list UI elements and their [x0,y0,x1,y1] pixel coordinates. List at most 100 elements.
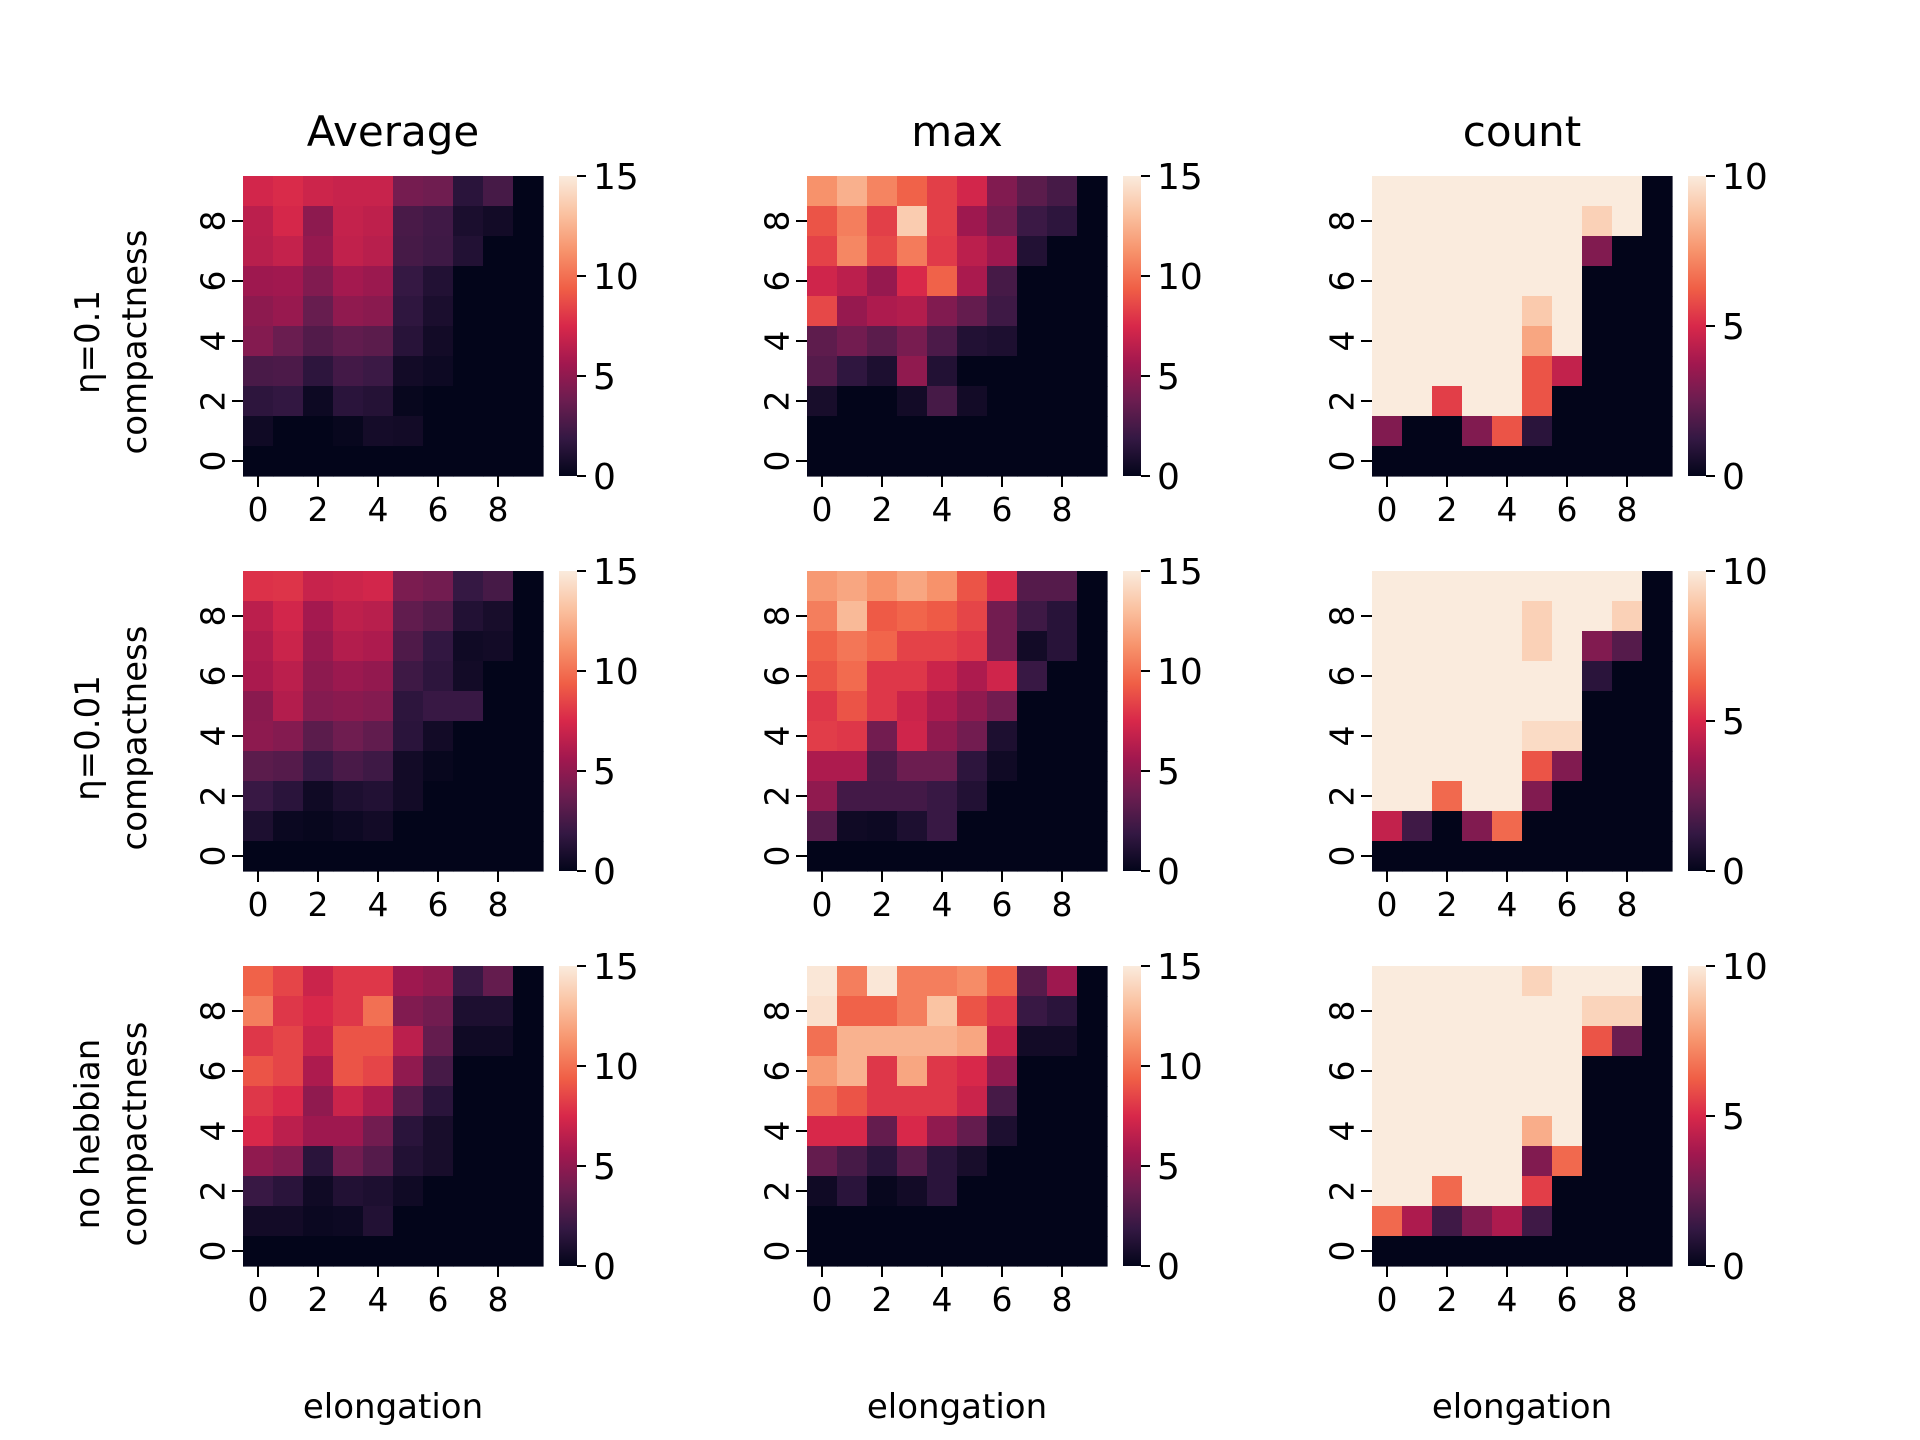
heatmap-cell [927,1086,958,1117]
heatmap-cell [273,416,304,447]
heatmap-cell [1432,1206,1463,1237]
heatmap-cell [1047,751,1078,782]
heatmap-cell [897,966,928,997]
heatmap-cell [423,1236,454,1267]
colorbar-tick-label: 5 [1722,702,1745,743]
heatmap-cell [393,1056,424,1087]
heatmap-cell [957,811,988,842]
heatmap-cell [1492,781,1523,812]
heatmap-cell [1047,266,1078,297]
heatmap-cell [363,206,394,237]
heatmap-cell [1552,1176,1583,1207]
heatmap-cell [927,781,958,812]
heatmap-cell [1492,996,1523,1027]
heatmap-cell [303,176,334,207]
heatmap-cell [1642,721,1673,752]
heatmap-cell [423,236,454,267]
heatmap-cell [273,176,304,207]
heatmap-cell [273,1176,304,1207]
heatmap-cell [1522,266,1553,297]
heatmap-cell [513,721,544,752]
heatmap-cell [1642,1116,1673,1147]
heatmap-cell [273,206,304,237]
heatmap-cell [927,266,958,297]
heatmap-cell [987,691,1018,722]
heatmap-cell [1077,356,1108,387]
heatmap-cell [513,446,544,477]
heatmap-cell [1612,996,1643,1027]
heatmap-cell [1047,721,1078,752]
heatmap-cell [1552,386,1583,417]
heatmap-cell [1612,296,1643,327]
heatmap-cell [513,386,544,417]
heatmap-cell [957,1176,988,1207]
y-tick-label: 4 [758,726,797,747]
heatmap-cell [1432,751,1463,782]
heatmap-cell [1612,266,1643,297]
heatmap-cell [987,236,1018,267]
heatmap-cell [393,176,424,207]
heatmap-cell [1372,1146,1403,1177]
heatmap-cell [1582,206,1613,237]
heatmap-cell [1402,811,1433,842]
y-tick-label: 6 [1323,271,1362,292]
heatmap-cell [453,296,484,327]
y-tick-label: 6 [194,1061,233,1082]
heatmap-cell [393,721,424,752]
y-tick-label: 0 [1323,846,1362,867]
heatmap-cell [1462,1176,1493,1207]
heatmap-cell [393,751,424,782]
x-tick-label: 4 [1497,490,1518,529]
heatmap-cell [1492,356,1523,387]
heatmap-cell [1432,966,1463,997]
heatmap-cell [513,1086,544,1117]
heatmap-cell [423,416,454,447]
heatmap-cell [1077,416,1108,447]
heatmap-cell [837,296,868,327]
heatmap-cell [1077,176,1108,207]
heatmap-cell [1432,661,1463,692]
heatmap-cell [987,206,1018,237]
heatmap-cell [1582,176,1613,207]
heatmap-cell [483,356,514,387]
colorbar-tick-label: 5 [593,357,616,398]
heatmap-cell [363,1206,394,1237]
heatmap-cell [807,1116,838,1147]
heatmap-cell [333,206,364,237]
heatmap-cell [1372,416,1403,447]
heatmap-cell [423,356,454,387]
heatmap-cell [393,206,424,237]
heatmap-cell [1017,1206,1048,1237]
heatmap-cell [1402,841,1433,872]
heatmap-cell [393,1206,424,1237]
y-tick-label: 2 [194,786,233,807]
heatmap-cell [1612,966,1643,997]
heatmap-cell [1582,1026,1613,1057]
y-tick-label: 8 [1323,606,1362,627]
heatmap-cell [1077,386,1108,417]
heatmap-cell [363,446,394,477]
heatmap-cell [393,236,424,267]
heatmap-cell [483,841,514,872]
x-tick-label: 0 [1377,490,1398,529]
heatmap-cell [363,601,394,632]
heatmap-cell [867,206,898,237]
heatmap-cell [303,1146,334,1177]
heatmap-cell [837,966,868,997]
heatmap-cell [1552,1026,1583,1057]
heatmap-cell [453,416,484,447]
heatmap-cell [927,691,958,722]
heatmap-cell [423,446,454,477]
heatmap-cell [867,1176,898,1207]
x-tick-label: 0 [1377,885,1398,924]
heatmap-cell [1552,176,1583,207]
heatmap-cell [1552,1086,1583,1117]
heatmap-cell [1642,1146,1673,1177]
heatmap-cell [1402,601,1433,632]
heatmap-cell [1522,781,1553,812]
heatmap-cell [927,1176,958,1207]
heatmap-cell [333,601,364,632]
heatmap-cell [1612,1146,1643,1177]
